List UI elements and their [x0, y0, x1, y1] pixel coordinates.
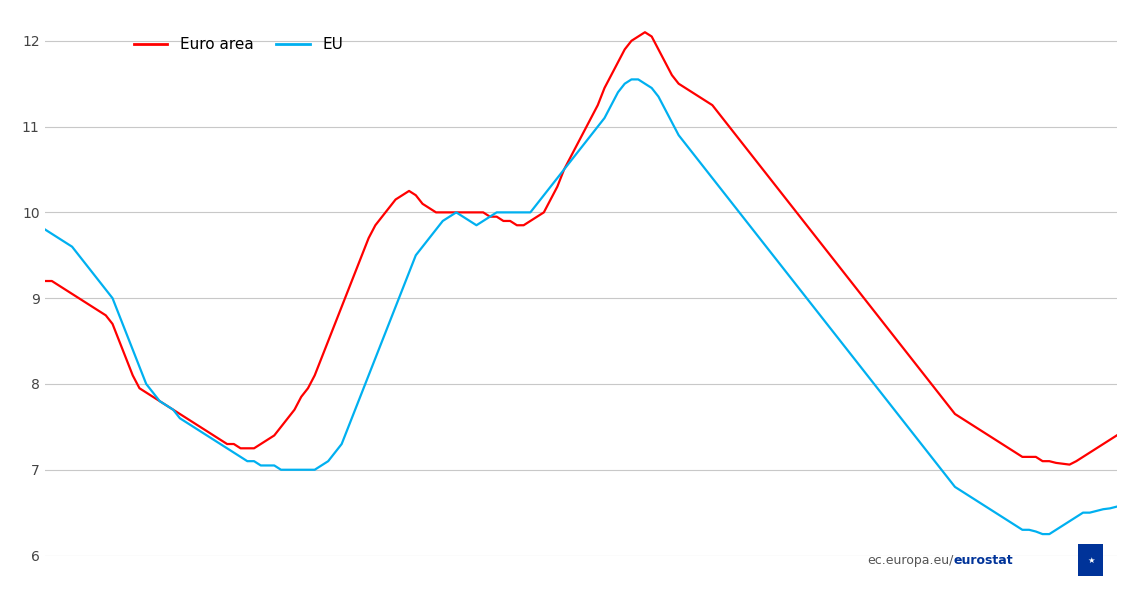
Euro area — [38, 277, 52, 284]
Euro area — [1063, 461, 1076, 468]
Legend: Euro area, EU: Euro area, EU — [127, 31, 350, 59]
Euro area — [1110, 432, 1123, 439]
Euro area — [254, 440, 267, 447]
Euro area — [922, 376, 935, 383]
EU — [254, 462, 267, 469]
Text: ★: ★ — [1087, 556, 1094, 564]
Euro area — [638, 29, 652, 36]
EU — [38, 226, 52, 233]
EU — [638, 80, 652, 87]
EU — [1069, 514, 1083, 521]
Text: eurostat: eurostat — [953, 554, 1013, 567]
EU — [922, 449, 935, 456]
Line: EU: EU — [45, 79, 1117, 534]
Euro area — [739, 144, 752, 151]
Line: Euro area: Euro area — [45, 33, 1117, 465]
EU — [739, 217, 752, 225]
Text: ec.europa.eu/: ec.europa.eu/ — [866, 554, 953, 567]
EU — [1110, 503, 1123, 510]
Euro area — [632, 33, 645, 40]
Euro area — [342, 286, 355, 293]
EU — [1036, 531, 1049, 538]
Euro area — [1069, 457, 1083, 465]
EU — [342, 423, 355, 430]
EU — [625, 76, 638, 83]
